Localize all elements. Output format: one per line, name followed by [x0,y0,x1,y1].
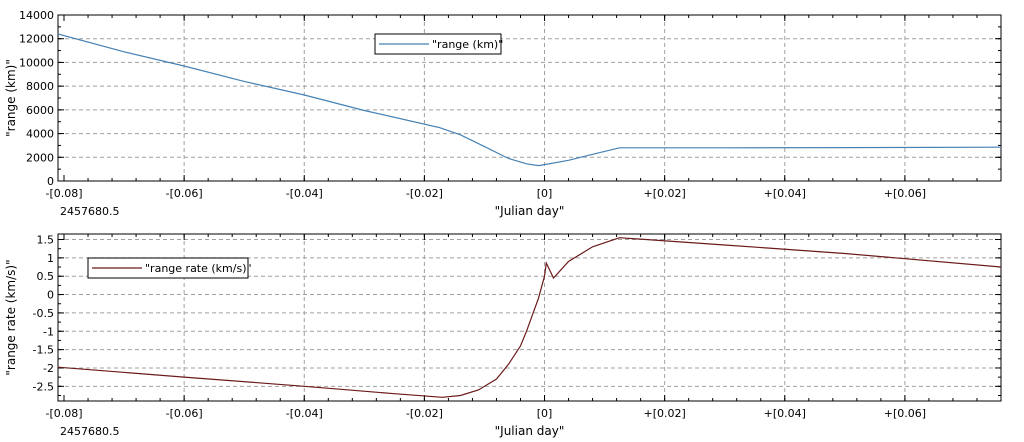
x-offset-label: 2457680.5 [60,205,120,218]
y-tick-label: 1 [47,252,54,265]
x-tick-label: +[0.02] [643,187,685,200]
y-tick-label: 0 [47,289,54,302]
x-tick-label: +[0.04] [764,187,806,200]
y-tick-label: 10000 [19,56,54,69]
plot-frame [57,14,1002,182]
chart-2: -[0.08] -[0.06] -[0.04] -[0.02] [0] +[0.02] +[… [4,233,1002,438]
y-tick-label: 12000 [19,33,54,46]
x-tick-label: -[0.02] [406,407,443,420]
x-offset-label: 2457680.5 [60,425,120,438]
y-tick-label: 0.5 [37,270,55,283]
x-tick-label: -[0.04] [286,407,323,420]
y-axis-title: "range (km)" [4,59,18,137]
y-tick-label: 14000 [19,9,54,22]
y-tick-label: 0 [47,175,54,188]
x-tick-label: +[0.02] [643,407,685,420]
y-tick-label: 2000 [26,151,54,164]
series-line [58,33,1001,167]
x-tick-label: -[0.04] [286,187,323,200]
legend-label: "range rate (km/s)" [145,262,252,275]
x-tick-label: [0] [537,407,553,420]
chart-1: -[0.08] -[0.06] -[0.04] -[0.02] [0] +[0.02] +[… [4,9,1002,218]
legend-box [374,33,502,55]
y-tick-label: -1.5 [33,344,54,357]
x-tick-label: -[0.08] [45,407,82,420]
y-tick-label: -2.5 [33,380,54,393]
x-tick-label: -[0.06] [166,407,203,420]
y-tick-label: -1 [43,325,54,338]
x-axis-title: "Julian day" [495,424,565,438]
y-axis-title: "range rate (km/s)" [4,259,18,375]
x-tick-label: [0] [537,187,553,200]
y-tick-label: 4000 [26,128,54,141]
y-tick-label: -0.5 [33,307,54,320]
x-tick-label: -[0.02] [406,187,443,200]
x-tick-label: -[0.06] [166,187,203,200]
legend-label: "range (km)" [432,38,503,51]
y-tick-label: 1.5 [37,234,55,247]
y-tick-label: 8000 [26,80,54,93]
x-tick-label: -[0.08] [45,187,82,200]
y-tick-label: -2 [43,362,54,375]
plot-frame [57,233,1002,402]
y-tick-label: 6000 [26,104,54,117]
legend-box [87,257,249,279]
x-axis-title: "Julian day" [495,204,565,218]
x-tick-label: +[0.06] [884,407,926,420]
x-tick-label: +[0.04] [764,407,806,420]
series-line [58,237,1001,398]
x-tick-label: +[0.06] [884,187,926,200]
